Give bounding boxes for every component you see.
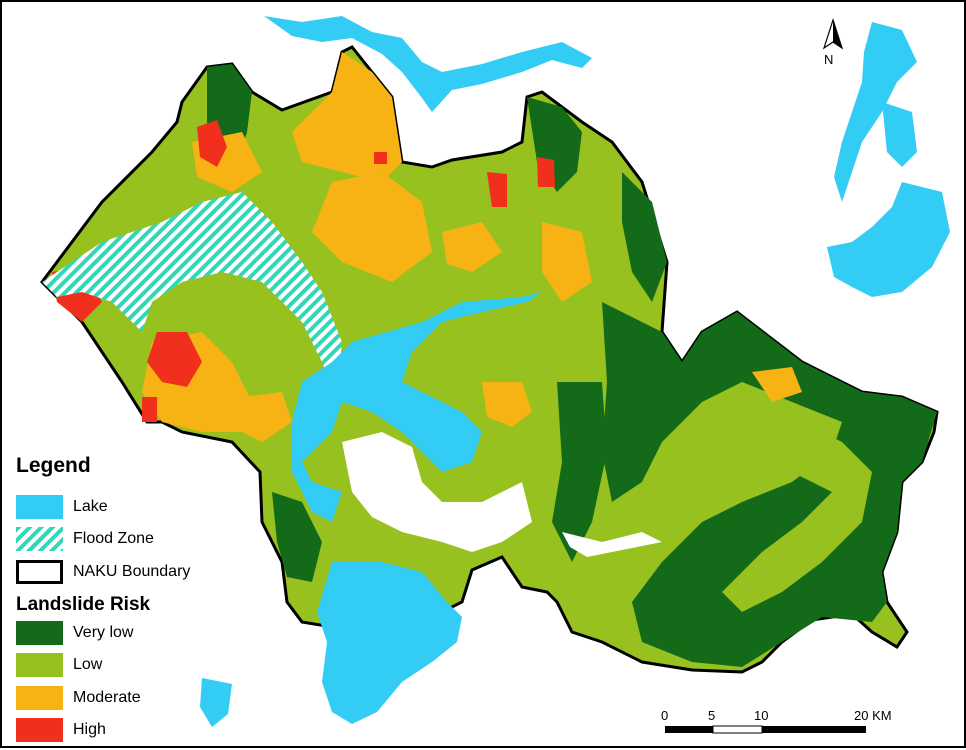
legend-label: High	[73, 721, 106, 738]
legend-item-moderate: Moderate	[16, 685, 141, 711]
moderate-zone-center-north	[312, 172, 432, 282]
very-low-zone-northeast	[527, 97, 582, 192]
scale-tick-5: 5	[708, 708, 716, 723]
very-low-zone-east-edge	[622, 172, 667, 302]
river-north	[264, 16, 592, 112]
boundary-swatch	[16, 560, 63, 584]
low-zone-east-inner-2	[722, 422, 872, 612]
high-swatch	[16, 718, 63, 742]
legend-item-very-low: Very low	[16, 620, 133, 646]
flood-hatch-swatch	[16, 527, 63, 551]
high-zone-north-2	[537, 157, 555, 187]
lake-southwest	[200, 678, 232, 727]
legend-label: Flood Zone	[73, 530, 154, 547]
legend-label: NAKU Boundary	[73, 563, 191, 580]
legend-label: Very low	[73, 624, 134, 641]
legend-item-lake: Lake	[16, 494, 108, 520]
very-low-zone-east	[602, 302, 937, 667]
legend-item-low: Low	[16, 652, 102, 678]
legend-item-naku-boundary: NAKU Boundary	[16, 559, 190, 585]
lake-northeast-3	[882, 102, 917, 167]
north-label: N	[824, 52, 834, 67]
lake-swatch	[16, 495, 63, 519]
legend-item-flood-zone: Flood Zone	[16, 526, 154, 552]
high-zone-northwest	[197, 120, 227, 167]
legend-label: Moderate	[73, 689, 141, 706]
scale-tick-20-km: 20 KM	[854, 708, 892, 723]
legend-title: Legend	[16, 454, 91, 477]
scale-tick-10: 10	[754, 708, 769, 723]
lake-northeast-1	[834, 22, 917, 202]
moderate-zone-east-north	[542, 222, 592, 302]
very-low-swatch	[16, 621, 63, 645]
moderate-zone-east	[752, 367, 802, 402]
very-low-zone-southwest	[272, 492, 322, 582]
moderate-zone-north-center	[442, 222, 502, 272]
scale-tick-0: 0	[661, 708, 669, 723]
scale-bar	[665, 725, 866, 734]
landslide-risk-title: Landslide Risk	[16, 594, 151, 615]
moderate-zone-center-east	[482, 382, 532, 427]
moderate-zone-west-2	[242, 392, 292, 442]
lake-northeast-2	[827, 182, 950, 297]
legend-item-high: High	[16, 717, 106, 743]
north-arrow-icon	[822, 18, 844, 50]
lake-internal	[292, 292, 542, 522]
flood-zone	[42, 192, 342, 397]
high-zone-north-1	[487, 172, 507, 207]
moderate-swatch	[16, 686, 63, 710]
high-zone-west	[147, 332, 202, 387]
no-data-east-channel	[562, 532, 662, 557]
low-swatch	[16, 653, 63, 677]
high-zone-southwest	[142, 397, 157, 422]
moderate-zone-north	[292, 52, 402, 182]
legend-label: Lake	[73, 498, 108, 515]
high-zone-north-3	[374, 152, 387, 164]
lake-south-main	[317, 562, 462, 724]
very-low-zone-center	[552, 382, 607, 562]
no-data-center	[342, 432, 532, 552]
legend-label: Low	[73, 656, 103, 673]
